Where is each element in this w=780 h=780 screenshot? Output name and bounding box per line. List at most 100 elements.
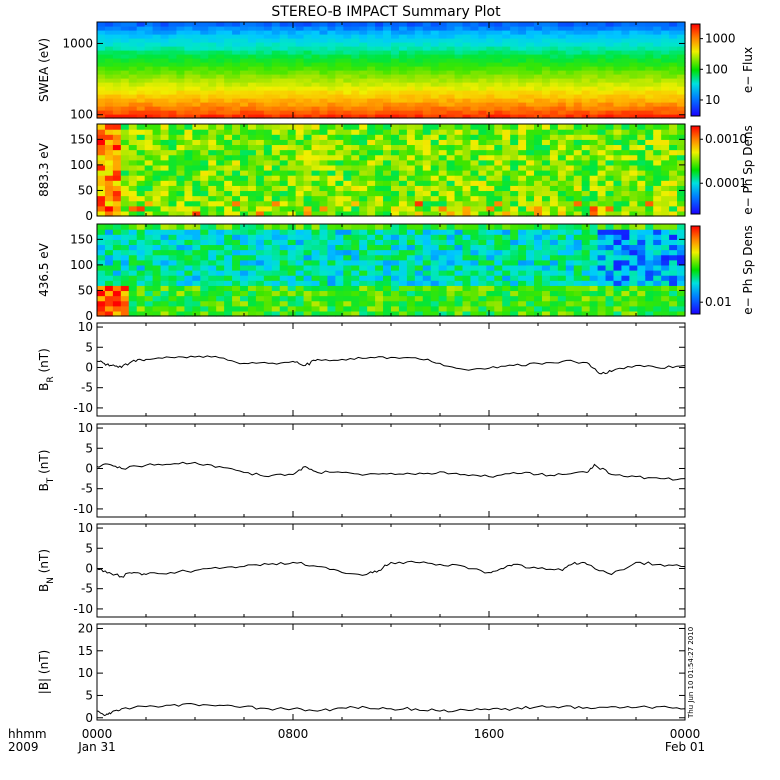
pad436-cell: [367, 224, 376, 230]
pad436-cell: [128, 224, 138, 230]
swea-cell: [549, 62, 559, 67]
swea-cell: [295, 54, 305, 59]
pad436-cell: [422, 275, 432, 281]
swea-cell: [383, 78, 392, 83]
pad883-cell: [359, 124, 368, 130]
pad883-cell: [526, 124, 535, 130]
pad883-cell: [240, 185, 249, 192]
swea-cell: [97, 86, 106, 91]
pad436-cell: [192, 244, 201, 251]
pad436-cell: [629, 259, 638, 266]
pad883-cell: [327, 185, 336, 192]
pad883-cell: [534, 134, 543, 140]
pad883-cell: [319, 180, 329, 186]
pad436-cell: [669, 295, 678, 302]
swea-cell: [470, 58, 480, 63]
swea-cell: [200, 74, 209, 79]
pad436-cell: [375, 310, 384, 317]
swea-cell: [621, 86, 630, 91]
pad436-cell: [287, 249, 297, 256]
pad436-cell: [494, 254, 503, 261]
pad436-cell: [319, 244, 329, 251]
swea-cell: [311, 90, 321, 95]
pad436-cell: [120, 295, 130, 302]
pad883-cell: [255, 159, 265, 166]
pad436-cell: [120, 239, 130, 246]
swea-cell: [263, 78, 273, 83]
pad436-cell: [605, 234, 615, 240]
pad436-cell: [597, 280, 607, 286]
pad436-cell: [597, 275, 607, 281]
pad436-cell: [383, 275, 392, 281]
pad883-cell: [629, 124, 638, 130]
pad883-cell: [462, 200, 472, 207]
pad436-cell: [271, 229, 281, 235]
pad436-cell: [494, 244, 503, 251]
swea-cell: [184, 90, 193, 95]
pad883-cell: [430, 159, 440, 166]
swea-cell: [414, 22, 424, 27]
swea-cell: [176, 98, 186, 103]
pad883-cell: [152, 144, 162, 151]
pad883-cell: [383, 200, 392, 207]
pad436-cell: [462, 264, 472, 271]
pad883-cell: [391, 154, 400, 161]
pad883-cell: [208, 190, 217, 197]
pad883-cell: [128, 205, 138, 212]
swea-cell: [208, 78, 217, 83]
swea-cell: [112, 22, 122, 27]
pad883-cell: [486, 200, 495, 207]
swea-cell: [263, 38, 273, 43]
swea-cell: [621, 106, 630, 111]
swea-cell: [613, 86, 623, 91]
swea-cell: [295, 58, 305, 63]
bmag-y-tick-label: 10: [78, 666, 93, 680]
pad883-cell: [597, 164, 607, 171]
swea-cell: [359, 70, 368, 75]
pad883-cell: [263, 185, 273, 192]
swea-cell: [144, 54, 154, 59]
pad436-cell: [136, 295, 146, 302]
pad883-cell: [240, 180, 249, 186]
swea-cell: [621, 110, 630, 115]
pad436-cell: [263, 300, 273, 307]
pad883-cell: [526, 134, 535, 140]
pad436-cell: [526, 259, 535, 266]
pad883-cell: [176, 134, 186, 140]
pad436-cell: [327, 300, 336, 307]
pad883-cell: [621, 164, 630, 171]
pad883-cell: [168, 175, 178, 181]
pad883-cell: [343, 185, 352, 192]
pad436-cell: [287, 224, 297, 230]
swea-cell: [255, 50, 265, 55]
swea-cell: [327, 74, 336, 79]
pad883-cell: [669, 159, 678, 166]
pad436-cell: [414, 264, 424, 271]
swea-cell: [351, 82, 360, 87]
swea-cell: [176, 78, 186, 83]
pad436-cell: [367, 234, 376, 240]
pad436-cell: [526, 300, 535, 307]
swea-cell: [486, 86, 495, 91]
pad436-cell: [208, 259, 217, 266]
pad436-cell: [589, 310, 599, 317]
swea-cell: [565, 38, 575, 43]
swea-cell: [168, 74, 178, 79]
pad436-cell: [303, 275, 313, 281]
swea-cell: [184, 102, 193, 107]
pad436-cell: [184, 244, 193, 251]
pad883-cell: [247, 210, 257, 217]
pad436-cell: [279, 244, 289, 251]
pad436-cell: [557, 300, 567, 307]
pad883-cell: [470, 144, 480, 151]
swea-cell: [208, 82, 217, 87]
pad436-cell: [176, 280, 186, 286]
swea-cell: [581, 30, 591, 35]
pad436-cell: [613, 295, 623, 302]
pad436-cell: [168, 259, 178, 266]
pad883-cell: [661, 180, 670, 186]
pad436-cell: [112, 310, 122, 317]
pad436-cell: [311, 254, 321, 261]
swea-cell: [232, 30, 241, 35]
pad436-cell: [112, 229, 122, 235]
